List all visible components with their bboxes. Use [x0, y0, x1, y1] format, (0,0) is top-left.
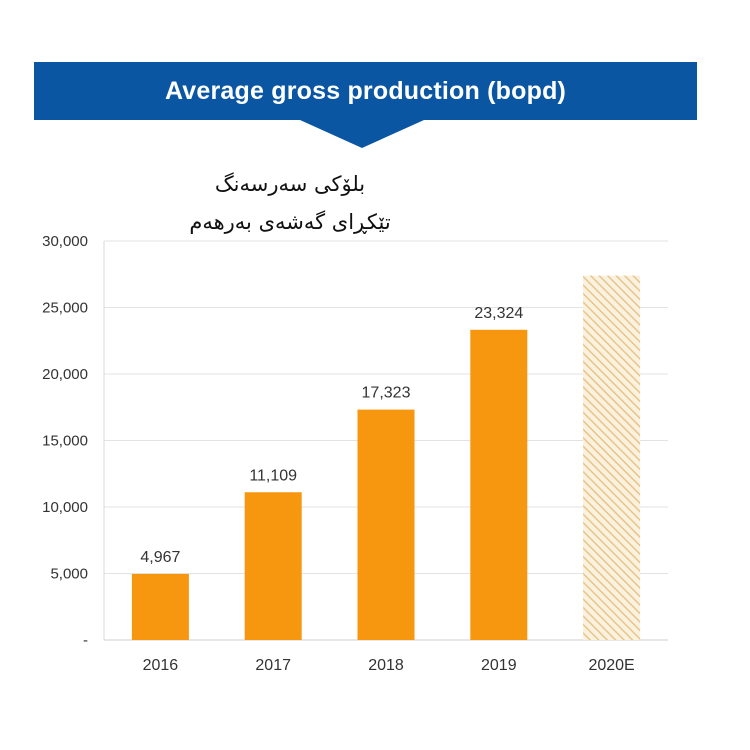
- subtitle-line-1: بلۆکی سەرسەنگ: [214, 172, 366, 196]
- banner-pointer: [300, 120, 424, 148]
- bar: [357, 409, 415, 640]
- x-tick-label: 2017: [255, 657, 291, 674]
- data-label: 17,323: [362, 385, 411, 402]
- chart-title-banner: Average gross production (bopd): [34, 62, 697, 120]
- x-tick-label: 2019: [481, 657, 517, 674]
- bar-estimate: [583, 275, 641, 640]
- y-tick-label: 20,000: [42, 366, 88, 383]
- bar: [244, 492, 302, 640]
- x-tick-label: 2020E: [588, 657, 634, 674]
- bar: [131, 573, 189, 640]
- data-label: 4,967: [140, 549, 180, 566]
- data-label: 11,109: [249, 467, 297, 484]
- chart-title: Average gross production (bopd): [164, 77, 567, 105]
- y-tick-label: 10,000: [42, 499, 88, 516]
- y-tick-label: 5,000: [50, 566, 88, 583]
- bar: [470, 329, 528, 640]
- x-tick-label: 2016: [143, 657, 179, 674]
- y-tick-label: -: [83, 632, 88, 649]
- data-label: 23,324: [474, 305, 523, 322]
- y-tick-label: 30,000: [42, 233, 88, 250]
- y-tick-label: 15,000: [42, 433, 88, 450]
- subtitle-line-2: تێکڕای گەشەی بەرهەم: [189, 210, 391, 234]
- y-tick-label: 25,000: [42, 300, 88, 317]
- x-tick-label: 2018: [368, 657, 404, 674]
